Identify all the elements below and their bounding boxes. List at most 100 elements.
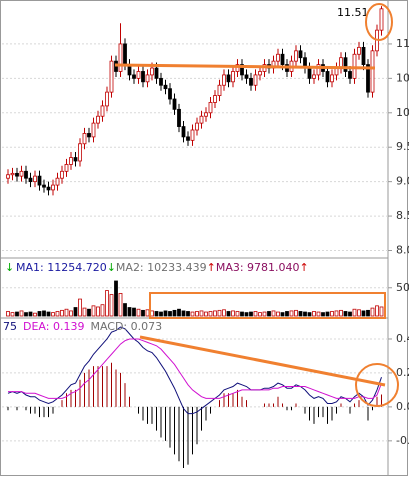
volume-bar — [231, 310, 235, 317]
volume-bar — [132, 307, 136, 317]
volume-bar — [136, 308, 141, 317]
volume-bar — [109, 294, 114, 317]
candle-body — [33, 175, 37, 183]
candle-body — [190, 129, 195, 141]
volume-bar — [325, 311, 330, 317]
candle-body — [82, 133, 87, 145]
candle-body — [46, 186, 51, 191]
candle-body — [370, 50, 375, 93]
volume-bar — [114, 280, 118, 317]
last-price-label: 11.51 — [337, 6, 369, 19]
candle-body — [330, 74, 334, 83]
volume-bar — [10, 312, 15, 317]
y-tick-label: 0.00 — [396, 400, 409, 413]
candle-body — [199, 115, 204, 124]
candle-body — [249, 77, 253, 86]
volume-bar — [199, 310, 204, 317]
volume-bar — [6, 311, 10, 317]
candle-body — [181, 126, 186, 138]
volume-bar — [280, 312, 285, 317]
volume-bar — [258, 312, 262, 317]
volume-bar — [172, 309, 177, 317]
candle-body — [64, 164, 69, 172]
candle-body — [168, 88, 172, 100]
y-tick-label: 0.40 — [396, 332, 409, 345]
volume-bar — [343, 311, 348, 317]
volume-bar — [208, 311, 213, 317]
candle-body — [73, 157, 78, 162]
candle-body — [15, 172, 19, 177]
candle-body — [217, 84, 222, 96]
volume-bar — [294, 309, 298, 317]
candle-body — [177, 108, 181, 127]
volume-bar — [105, 290, 109, 317]
volume-bar — [253, 311, 258, 317]
volume-bar — [100, 304, 105, 317]
candle-body — [366, 64, 370, 93]
arrow: ↓ — [5, 261, 14, 274]
candle-body — [348, 71, 352, 79]
volume-bar — [163, 310, 168, 317]
candle-body — [24, 170, 28, 179]
volume-bar — [154, 311, 159, 317]
legend-entry: MA1: 11254.720 — [16, 261, 107, 274]
y-tick-label: 50000 — [396, 281, 409, 294]
candle-body — [276, 53, 280, 62]
legend-entry: 75 — [3, 320, 17, 333]
candle-body — [213, 95, 217, 103]
candle-body — [235, 64, 240, 72]
candle-body — [163, 84, 168, 90]
candle-body — [325, 71, 330, 83]
candle-body — [136, 71, 141, 79]
volume-bar — [204, 311, 208, 317]
volume-bar — [37, 311, 42, 317]
candle-body — [195, 122, 199, 131]
volume-bar — [267, 311, 271, 317]
volume-bar — [46, 311, 51, 317]
volume-bar — [307, 312, 312, 317]
candle-body — [28, 177, 33, 183]
candle-body — [96, 115, 100, 124]
volume-bar — [316, 311, 321, 317]
volume-bar — [195, 311, 199, 317]
candle-body — [118, 43, 123, 72]
volume-bar — [181, 310, 186, 317]
candle-body — [141, 71, 145, 83]
y-tick-label: 9.00 — [396, 175, 409, 188]
volume-bar — [303, 311, 307, 317]
candle-body — [55, 177, 60, 186]
candle-body — [60, 170, 64, 179]
volume-bar — [222, 309, 226, 317]
annotation-line — [114, 63, 376, 70]
legend-entry: MACD: 0.073 — [90, 320, 162, 333]
volume-bar — [190, 311, 195, 317]
volume-bar — [334, 310, 339, 317]
y-tick-label: 9.50 — [396, 140, 409, 153]
macd-line — [8, 338, 382, 399]
plot-layer: 11.00 10.50 10.00 9.50 9.00 8.50 8.00 11.51 5000… — [2, 6, 409, 468]
candle-body — [253, 74, 258, 86]
candle-body — [298, 50, 303, 59]
candle-body — [150, 67, 154, 76]
volume-bar — [235, 311, 240, 317]
volume-bar — [352, 308, 357, 317]
annotation-line — [139, 335, 386, 387]
annotation-circle — [365, 3, 393, 41]
volume-bar — [330, 311, 334, 317]
candle-body — [280, 53, 285, 65]
candle-body — [357, 46, 361, 55]
volume-bar — [82, 307, 87, 317]
volume-bar — [375, 305, 379, 317]
candle-body — [105, 91, 109, 107]
candle-body — [69, 157, 73, 165]
volume-bar — [28, 311, 33, 317]
candle-body — [10, 172, 15, 176]
candle-body — [42, 184, 46, 188]
arrow: ↑ — [207, 261, 216, 274]
y-tick-label: 11.00 — [396, 37, 409, 50]
macd-legend: 75 DEA: 0.139 MACD: 0.073 — [3, 320, 162, 333]
volume-bar — [357, 309, 361, 317]
volume-bar — [289, 310, 294, 317]
legend-entry: MA2: 10233.439 — [116, 261, 207, 274]
